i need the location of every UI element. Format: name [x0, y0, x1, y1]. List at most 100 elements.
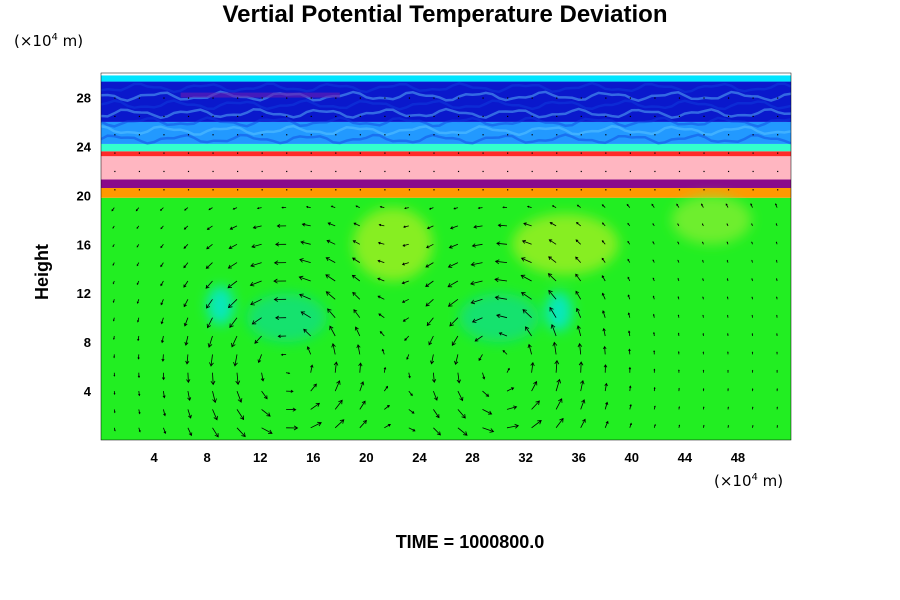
wind-vector [353, 222, 360, 227]
wind-vector [447, 262, 459, 268]
field-band-2 [101, 179, 791, 188]
field-band-4 [101, 151, 791, 157]
wind-vector-dot [261, 152, 263, 154]
wind-vector [726, 241, 729, 245]
wind-vector-dot [531, 189, 533, 191]
wind-vector-dot [727, 115, 730, 118]
wind-vector-dot [384, 189, 386, 191]
wind-vector-dot [310, 170, 312, 173]
upper-wave-pattern [101, 81, 791, 145]
wind-vector [552, 341, 558, 355]
wind-vector [677, 314, 680, 318]
wind-vector [354, 326, 361, 337]
field-patch-0 [353, 207, 433, 281]
wind-vector [601, 292, 606, 300]
wind-vector-dot [261, 170, 263, 173]
wind-vector [401, 298, 409, 303]
wind-vector [426, 225, 434, 230]
wind-vector [677, 259, 680, 263]
wind-vector [261, 390, 268, 400]
wind-vector-dot [286, 170, 288, 173]
wind-vector [184, 335, 189, 346]
wind-vector [227, 280, 238, 289]
wind-vector [356, 344, 361, 355]
wind-vector [428, 335, 434, 346]
wind-vector [575, 256, 581, 263]
wind-vector [300, 311, 311, 319]
wind-vector [277, 334, 287, 339]
wind-vector [426, 243, 434, 249]
wind-vector-dot [531, 134, 533, 136]
wind-vector [727, 333, 729, 337]
wind-vector [205, 280, 213, 289]
wind-vector-dot [335, 97, 337, 99]
wave-line-4 [101, 99, 791, 111]
y-axis-unit: (×104 m) [14, 32, 84, 50]
wind-vector [187, 391, 192, 402]
wind-vector [549, 306, 557, 318]
wind-vector [447, 280, 459, 288]
wind-vector [751, 259, 753, 263]
wind-vector [351, 274, 361, 282]
y-tick-label: 12 [77, 286, 91, 301]
wind-vector [496, 313, 508, 319]
wind-vector [210, 372, 216, 386]
plot-area [101, 75, 791, 440]
wind-vector [209, 354, 214, 367]
wind-vector [112, 299, 115, 303]
wind-vector [751, 333, 754, 337]
wind-vector-dot [187, 115, 190, 118]
wind-vector [580, 418, 586, 428]
wind-vector [776, 314, 778, 318]
wind-vector [137, 317, 140, 323]
y-ticks: 4 8 12 16 20 24 28 [77, 90, 92, 399]
wind-vector [601, 275, 606, 282]
wind-vector [702, 406, 705, 410]
wind-vector-dot [114, 152, 116, 154]
wind-vector [627, 330, 631, 337]
wind-vector-dot [335, 134, 337, 136]
wind-vector-dot [163, 170, 165, 173]
wind-vector [276, 224, 287, 228]
wind-vector [702, 296, 704, 300]
wind-vector-dot [457, 170, 460, 173]
wind-vector-dot [703, 189, 705, 191]
wind-vector [454, 354, 459, 366]
wind-vector-dot [310, 97, 312, 99]
wind-vector [403, 225, 409, 228]
wind-vector [628, 366, 632, 373]
wave-line-2 [101, 116, 791, 128]
wind-vector [498, 332, 508, 337]
wind-vector [449, 317, 459, 327]
wind-vector-dot [605, 134, 607, 136]
wind-vector [677, 296, 680, 300]
wind-vector [112, 280, 115, 285]
wind-vector [379, 205, 385, 208]
wind-vector-dot [629, 134, 631, 136]
wind-vector-dot [777, 152, 779, 154]
wind-vector [402, 317, 410, 322]
wind-vector [677, 241, 680, 245]
wind-vector [113, 335, 115, 340]
wind-vector [359, 400, 366, 410]
wind-vector [457, 390, 464, 402]
wind-vector [183, 244, 189, 249]
wind-vector [628, 348, 631, 355]
wind-vector-dot [752, 115, 754, 118]
wind-vector-dot [654, 115, 656, 118]
wind-vector-dot [457, 97, 460, 99]
field-band-8 [101, 75, 791, 82]
wind-vector-dot [237, 134, 239, 136]
wind-vector [377, 277, 385, 282]
wind-vector [775, 223, 778, 227]
wind-vector-dot [703, 170, 705, 173]
field-band-6 [101, 121, 791, 144]
wave-line-0 [101, 133, 791, 145]
wind-vector [135, 207, 140, 212]
wind-vector [653, 350, 656, 355]
wind-vector [325, 274, 336, 282]
wind-vector [183, 317, 189, 327]
wind-vector [161, 372, 166, 381]
wind-vector [425, 280, 434, 287]
wind-vector [457, 409, 466, 419]
